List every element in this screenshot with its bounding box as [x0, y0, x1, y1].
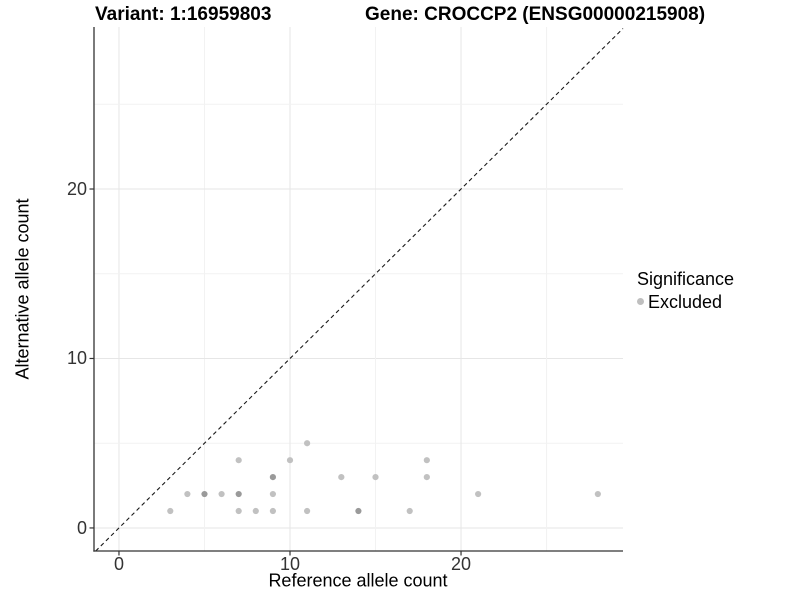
- y-tick-label: 0: [76, 517, 87, 538]
- variant-title: Variant: 1:16959803: [95, 4, 272, 25]
- data-point: [372, 474, 379, 481]
- identity-line: [95, 28, 624, 552]
- y-axis-label: Alternative allele count: [12, 198, 33, 380]
- x-tick-label: 10: [279, 554, 301, 574]
- data-point: [423, 457, 430, 464]
- legend-title: Significance: [637, 269, 735, 289]
- data-point: [269, 490, 276, 498]
- legend-item-label: Excluded: [648, 291, 723, 312]
- legend: Significance Excluded: [637, 268, 734, 313]
- data-point: [338, 474, 345, 481]
- data-point: [269, 474, 276, 481]
- data-point: [423, 474, 430, 481]
- data-point: [235, 457, 242, 464]
- data-point: [201, 490, 208, 498]
- data-point: [235, 507, 242, 515]
- legend-item-excluded: Excluded: [637, 291, 734, 314]
- data-point: [406, 507, 413, 515]
- gene-title: Gene: CROCCP2 (ENSG00000215908): [365, 4, 706, 25]
- legend-point-icon: [637, 298, 644, 306]
- x-tick-label: 0: [113, 554, 124, 574]
- data-point: [184, 490, 191, 498]
- data-point: [594, 490, 601, 498]
- data-point: [475, 490, 482, 498]
- data-point: [218, 490, 225, 498]
- data-point: [252, 507, 259, 515]
- data-point: [269, 507, 276, 515]
- x-tick-label: 20: [451, 554, 472, 574]
- data-point: [235, 490, 242, 498]
- data-point: [355, 507, 362, 515]
- x-axis-label: Reference allele count: [268, 570, 448, 591]
- data-point: [167, 507, 174, 515]
- data-point: [304, 507, 311, 515]
- data-point: [286, 457, 294, 464]
- y-tick-label: 20: [66, 179, 87, 199]
- y-tick-label: 10: [66, 348, 87, 369]
- data-point: [304, 440, 311, 447]
